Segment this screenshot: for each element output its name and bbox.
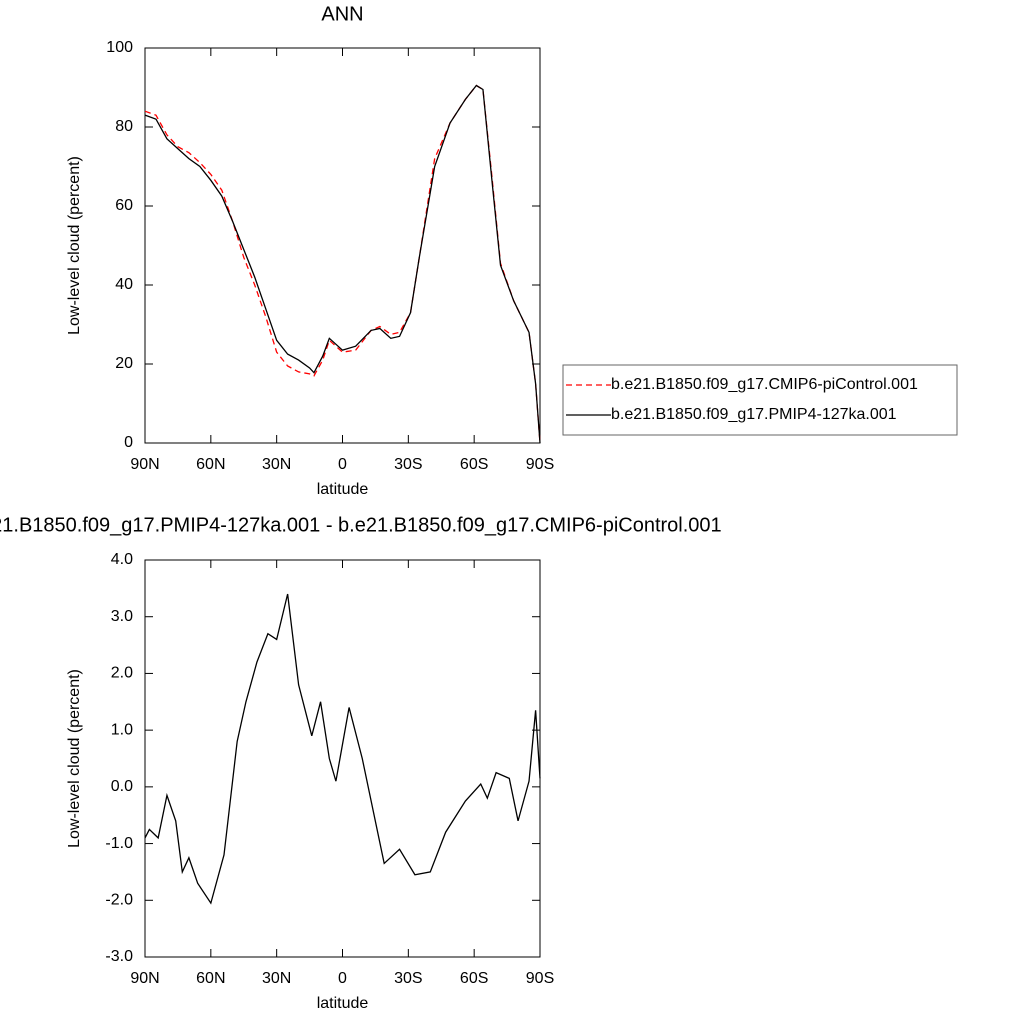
- y-tick-label: -3.0: [105, 948, 133, 965]
- y-axis-label: Low-level cloud (percent): [66, 669, 83, 848]
- y-tick-label: 3.0: [111, 608, 133, 625]
- y-axis-label: Low-level cloud (percent): [66, 156, 83, 335]
- y-tick-label: 60: [115, 197, 133, 214]
- x-tick-label: 60N: [196, 456, 225, 473]
- plot-frame: [144, 47, 541, 444]
- x-tick-label: 60S: [460, 456, 488, 473]
- y-tick-label: 20: [115, 355, 133, 372]
- y-tick-label: 0: [124, 434, 133, 451]
- legend-label: b.e21.B1850.f09_g17.PMIP4-127ka.001: [611, 406, 897, 423]
- data-line: [144, 84, 541, 444]
- x-tick-label: 90S: [526, 456, 554, 473]
- x-tick-label: 0: [338, 970, 347, 987]
- x-axis-label: latitude: [317, 995, 369, 1012]
- x-tick-label: 30S: [394, 456, 422, 473]
- y-tick-label: 80: [115, 118, 133, 135]
- y-tick-label: -1.0: [105, 835, 133, 852]
- data-line: [144, 84, 541, 444]
- y-tick-label: 4.0: [111, 551, 133, 568]
- x-tick-label: 0: [338, 456, 347, 473]
- x-tick-label: 90S: [526, 970, 554, 987]
- x-tick-label: 60N: [196, 970, 225, 987]
- x-tick-label: 30S: [394, 970, 422, 987]
- y-tick-label: -2.0: [105, 892, 133, 909]
- plot-frame: [144, 559, 541, 958]
- x-tick-label: 60S: [460, 970, 488, 987]
- x-tick-label: 30N: [262, 970, 291, 987]
- data-line: [144, 593, 541, 905]
- y-tick-label: 100: [106, 39, 133, 56]
- legend-label: b.e21.B1850.f09_g17.CMIP6-piControl.001: [611, 376, 918, 393]
- y-tick-label: 1.0: [111, 721, 133, 738]
- x-tick-label: 90N: [130, 456, 159, 473]
- x-axis-label: latitude: [317, 481, 369, 498]
- chart-title: ANN: [321, 3, 363, 25]
- y-tick-label: 0.0: [111, 778, 133, 795]
- x-tick-label: 30N: [262, 456, 291, 473]
- y-tick-label: 40: [115, 276, 133, 293]
- legend-box: [562, 364, 958, 436]
- y-tick-label: 2.0: [111, 665, 133, 682]
- x-tick-label: 90N: [130, 970, 159, 987]
- chart-title: b.e21.B1850.f09_g17.PMIP4-127ka.001 - b.…: [0, 514, 722, 536]
